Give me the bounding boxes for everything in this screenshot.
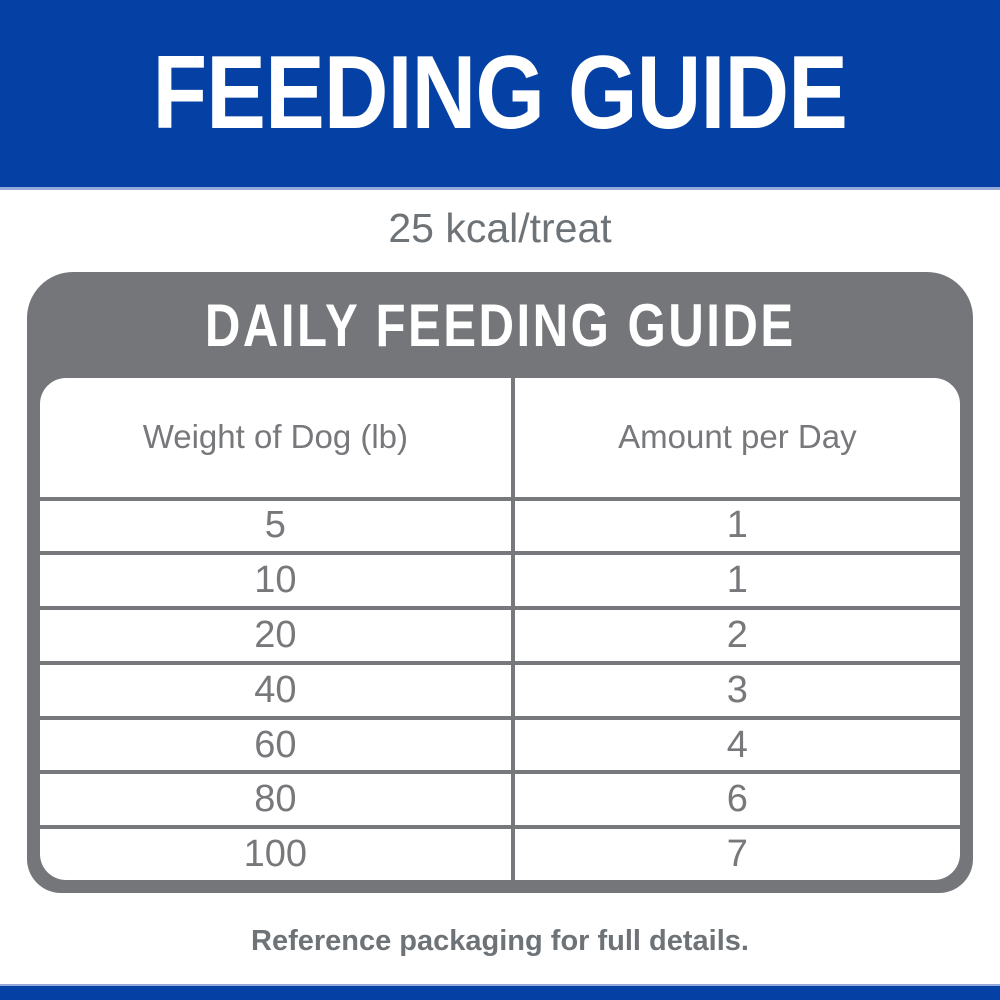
table-row: 40 3 xyxy=(40,660,960,716)
footer-note: Reference packaging for full details. xyxy=(251,925,749,957)
feeding-table: Weight of Dog (lb) Amount per Day 5 1 10… xyxy=(40,378,960,880)
weight-cell: 60 xyxy=(40,719,515,771)
amount-cell: 7 xyxy=(726,833,748,876)
amount-cell: 1 xyxy=(726,504,748,547)
amount-cell: 2 xyxy=(726,613,748,656)
col-header-weight: Weight of Dog (lb) xyxy=(40,378,515,497)
weight-cell: 40 xyxy=(40,664,515,716)
card-title-bar: DAILY FEEDING GUIDE xyxy=(27,272,973,378)
amount-cell: 6 xyxy=(726,778,748,821)
weight-cell: 100 xyxy=(40,829,515,880)
col-header-amount: Amount per Day xyxy=(618,418,857,456)
table-row: 100 7 xyxy=(40,825,960,880)
table-row: 60 4 xyxy=(40,715,960,771)
table-row: 20 2 xyxy=(40,606,960,661)
kcal-per-treat-label: 25 kcal/treat xyxy=(388,205,612,251)
card-title: DAILY FEEDING GUIDE xyxy=(204,291,796,359)
table-header-row: Weight of Dog (lb) Amount per Day xyxy=(40,378,960,497)
weight-cell: 5 xyxy=(40,500,515,552)
weight-cell: 20 xyxy=(40,610,515,661)
bottom-accent-bar xyxy=(0,984,1000,1000)
feeding-guide-banner: FEEDING GUIDE xyxy=(0,0,1000,190)
weight-cell: 80 xyxy=(40,774,515,826)
weight-cell: 10 xyxy=(40,555,515,607)
amount-cell: 4 xyxy=(726,723,748,766)
table-row: 80 6 xyxy=(40,770,960,826)
daily-feeding-guide-card: DAILY FEEDING GUIDE Weight of Dog (lb) A… xyxy=(27,272,973,893)
banner-title: FEEDING GUIDE xyxy=(152,35,848,151)
table-row: 10 1 xyxy=(40,551,960,607)
table-row: 5 1 xyxy=(40,496,960,552)
amount-cell: 3 xyxy=(726,668,748,711)
amount-cell: 1 xyxy=(726,559,748,602)
